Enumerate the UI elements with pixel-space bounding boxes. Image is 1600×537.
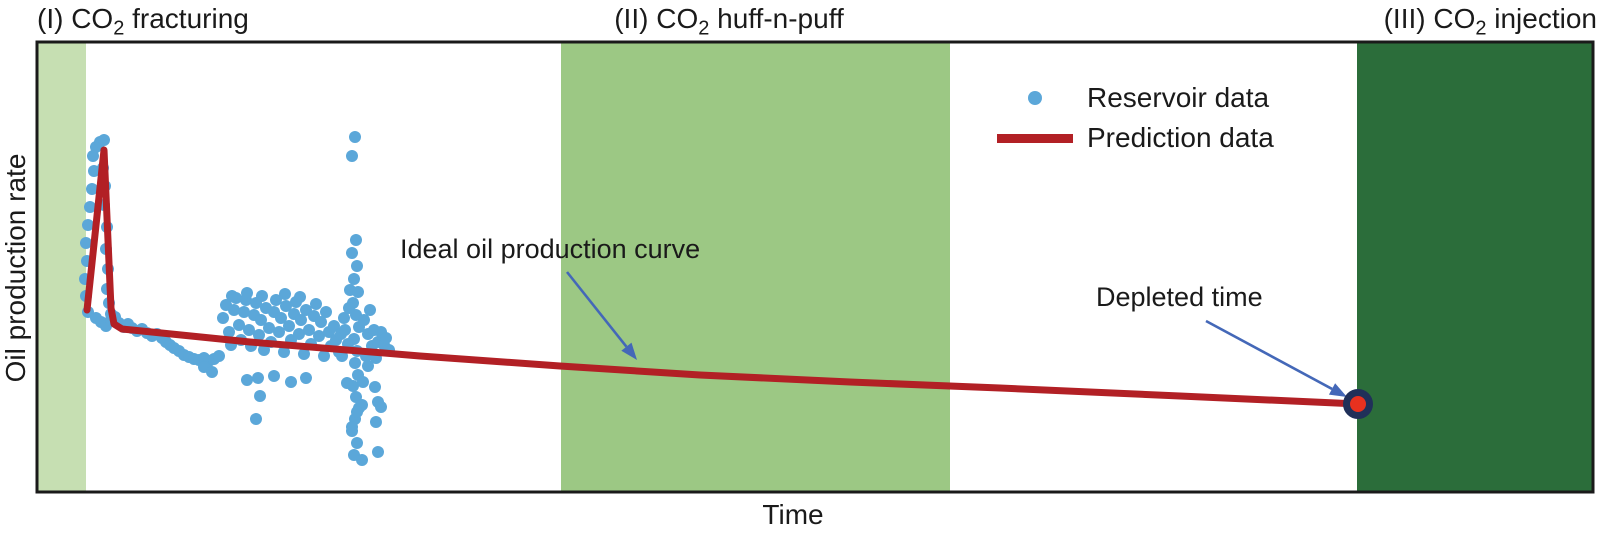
phase-title-1-subscript: 2 — [113, 17, 125, 40]
phase-title-3-text: (III) CO — [1383, 3, 1476, 34]
reservoir-data-dot-icon — [1028, 91, 1042, 105]
prediction-data-line-icon — [997, 133, 1073, 143]
annotation-ideal-oil-production-curve: Ideal oil production curve — [400, 234, 701, 264]
reservoir-data-scatter — [79, 131, 395, 466]
phase-bands — [37, 42, 1593, 492]
legend: Reservoir data Prediction data — [961, 78, 1274, 158]
phase-title-1-suffix: fracturing — [124, 3, 249, 34]
phase-title-2-text: (II) CO — [614, 3, 699, 34]
x-axis-label: Time — [762, 499, 824, 530]
annotation-arrows — [565, 271, 1347, 397]
annotation-depleted-time: Depleted time — [1096, 282, 1263, 312]
prediction-data-line — [83, 146, 1362, 408]
phase-title-co2-huff-n-puff: (II) CO2 huff-n-puff — [614, 2, 844, 39]
legend-item-reservoir-data: Reservoir data — [961, 78, 1274, 118]
y-axis-label: Oil production rate — [0, 153, 31, 383]
plot-border — [35, 40, 1595, 494]
legend-label-prediction-data: Prediction data — [1087, 122, 1274, 153]
phase-title-1-text: (I) CO — [37, 3, 114, 34]
legend-item-prediction-data: Prediction data — [961, 118, 1274, 158]
phase-title-co2-fracturing: (I) CO2 fracturing — [37, 2, 249, 39]
legend-marker-box — [997, 133, 1073, 143]
phase-title-2-subscript: 2 — [698, 17, 710, 40]
phase-title-co2-injection: (III) CO2 injection — [1383, 2, 1597, 39]
legend-marker-box — [997, 91, 1073, 105]
legend-label-reservoir-data: Reservoir data — [1087, 82, 1270, 113]
phase-title-3-subscript: 2 — [1475, 17, 1487, 40]
depleted-time-marker — [1343, 389, 1373, 419]
phase-title-2-suffix: huff-n-puff — [709, 3, 844, 34]
phase-title-3-suffix: injection — [1486, 3, 1597, 34]
